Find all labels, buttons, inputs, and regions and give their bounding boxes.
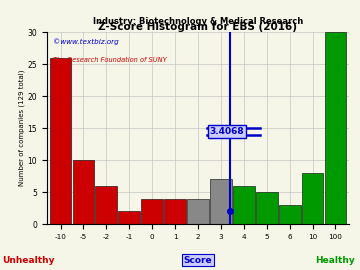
Bar [325,32,346,224]
Bar [279,205,301,224]
Bar [256,192,278,224]
Bar [210,179,232,224]
Bar [73,160,94,224]
Bar [187,198,209,224]
Text: 3.4068: 3.4068 [210,127,244,136]
Bar [233,186,255,224]
Bar [164,198,186,224]
Title: Z-Score Histogram for EBS (2016): Z-Score Histogram for EBS (2016) [99,22,297,32]
Text: Healthy: Healthy [315,256,355,265]
Text: The Research Foundation of SUNY: The Research Foundation of SUNY [53,57,166,63]
Bar [302,173,323,224]
Text: Score: Score [184,256,212,265]
Y-axis label: Number of companies (129 total): Number of companies (129 total) [18,70,24,187]
Bar [95,186,117,224]
Bar [118,211,140,224]
Text: ©www.textbiz.org: ©www.textbiz.org [53,38,118,45]
Bar [50,58,71,224]
Text: Unhealthy: Unhealthy [3,256,55,265]
Bar [141,198,163,224]
Text: Industry: Biotechnology & Medical Research: Industry: Biotechnology & Medical Resear… [93,17,303,26]
